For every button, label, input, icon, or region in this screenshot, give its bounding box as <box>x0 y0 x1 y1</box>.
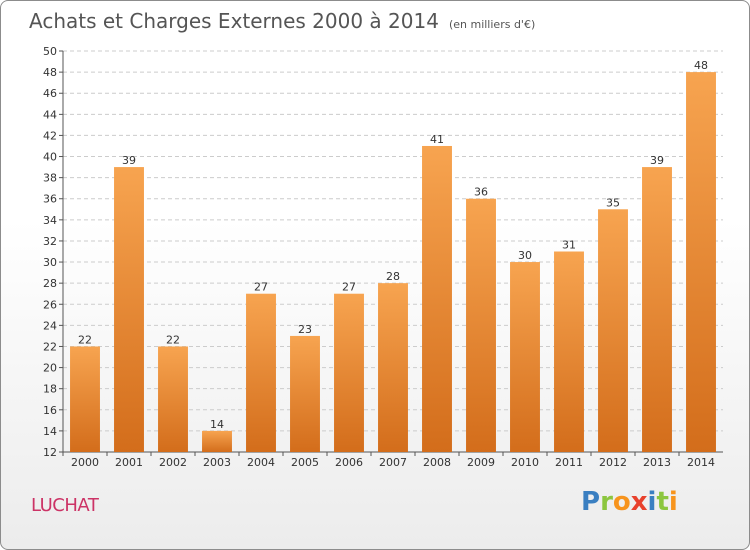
data-label-2007: 28 <box>386 270 400 283</box>
y-tick-label: 16 <box>43 404 57 417</box>
x-tick-label-2005: 2005 <box>291 456 319 469</box>
data-label-2010: 30 <box>518 249 532 262</box>
x-tick-label-2013: 2013 <box>643 456 671 469</box>
x-tick-label-2012: 2012 <box>599 456 627 469</box>
y-tick-label: 48 <box>43 66 57 79</box>
y-tick-label: 36 <box>43 193 57 206</box>
data-labels: 22 39 22 14 27 23 27 28 41 36 30 31 35 39 48 <box>78 59 708 431</box>
data-label-2014: 48 <box>694 59 708 72</box>
data-label-2009: 36 <box>474 186 488 199</box>
y-tick-label: 24 <box>43 319 57 332</box>
y-tick-label: 26 <box>43 298 57 311</box>
data-label-2005: 23 <box>298 323 312 336</box>
x-tick-label-2014: 2014 <box>687 456 715 469</box>
chart-title-text: Achats et Charges Externes 2000 à 2014 <box>29 9 439 33</box>
y-tick-label: 38 <box>43 172 57 185</box>
data-label-2004: 27 <box>254 281 268 294</box>
data-label-2006: 27 <box>342 281 356 294</box>
bar-2003 <box>202 430 232 452</box>
axes: 12 14 16 18 20 22 24 26 28 30 32 34 36 38 40 42 44 46 48 50… <box>43 45 723 469</box>
y-tick-label: 14 <box>43 425 57 438</box>
y-tick-label: 12 <box>43 446 57 459</box>
x-tick-label-2001: 2001 <box>115 456 143 469</box>
chart-subtitle: (en milliers d'€) <box>448 18 536 31</box>
bar-2013 <box>642 167 672 452</box>
bar-2007 <box>378 283 408 452</box>
logo-letter: P <box>581 487 601 517</box>
logo-letter: t <box>656 487 669 517</box>
data-label-2000: 22 <box>78 333 92 346</box>
bar-2014 <box>686 72 716 453</box>
logo-letter: o <box>612 487 631 517</box>
y-tick-label: 44 <box>43 108 57 121</box>
data-label-2013: 39 <box>650 154 664 167</box>
bar-2006 <box>334 293 364 452</box>
bar-2005 <box>290 335 320 452</box>
x-tick-label-2009: 2009 <box>467 456 495 469</box>
data-label-2011: 31 <box>562 239 576 252</box>
chart-title: Achats et Charges Externes 2000 à 2014 (e… <box>29 9 535 33</box>
proxiti-logo: Proxiti <box>581 487 678 517</box>
x-tick-label-2004: 2004 <box>247 456 275 469</box>
bar-2008 <box>422 145 452 452</box>
logo-letter: x <box>630 487 648 517</box>
bar-2011 <box>554 251 584 452</box>
logo-letter: i <box>647 487 657 517</box>
bar-2010 <box>510 262 540 452</box>
x-tick-label-2000: 2000 <box>71 456 99 469</box>
bar-2001 <box>114 167 144 452</box>
bar-2004 <box>246 293 276 452</box>
y-tick-label: 46 <box>43 87 57 100</box>
x-tick-label-2003: 2003 <box>203 456 231 469</box>
logo-letter: r <box>600 487 613 517</box>
y-tick-label: 34 <box>43 214 57 227</box>
y-tick-label: 18 <box>43 383 57 396</box>
location-name: LUCHAT <box>31 495 99 516</box>
x-tick-label-2002: 2002 <box>159 456 187 469</box>
data-label-2012: 35 <box>606 196 620 209</box>
bar-2000 <box>70 346 100 452</box>
x-tick-label-2011: 2011 <box>555 456 583 469</box>
y-tick-label: 40 <box>43 151 57 164</box>
logo-letter: i <box>668 487 678 517</box>
y-tick-label: 28 <box>43 277 57 290</box>
x-tick-label-2008: 2008 <box>423 456 451 469</box>
y-tick-label: 30 <box>43 256 57 269</box>
bar-2009 <box>466 198 496 452</box>
data-label-2008: 41 <box>430 133 444 146</box>
x-tick-label-2010: 2010 <box>511 456 539 469</box>
bar-2012 <box>598 209 628 452</box>
x-tick-label-2006: 2006 <box>335 456 363 469</box>
data-label-2003: 14 <box>210 418 224 431</box>
y-tick-label: 20 <box>43 362 57 375</box>
data-label-2002: 22 <box>166 333 180 346</box>
bars <box>70 72 716 453</box>
x-tick-label-2007: 2007 <box>379 456 407 469</box>
bar-2002 <box>158 346 188 452</box>
y-tick-label: 42 <box>43 129 57 142</box>
y-tick-label: 32 <box>43 235 57 248</box>
y-tick-label: 50 <box>43 45 57 58</box>
y-tick-label: 22 <box>43 340 57 353</box>
data-label-2001: 39 <box>122 154 136 167</box>
